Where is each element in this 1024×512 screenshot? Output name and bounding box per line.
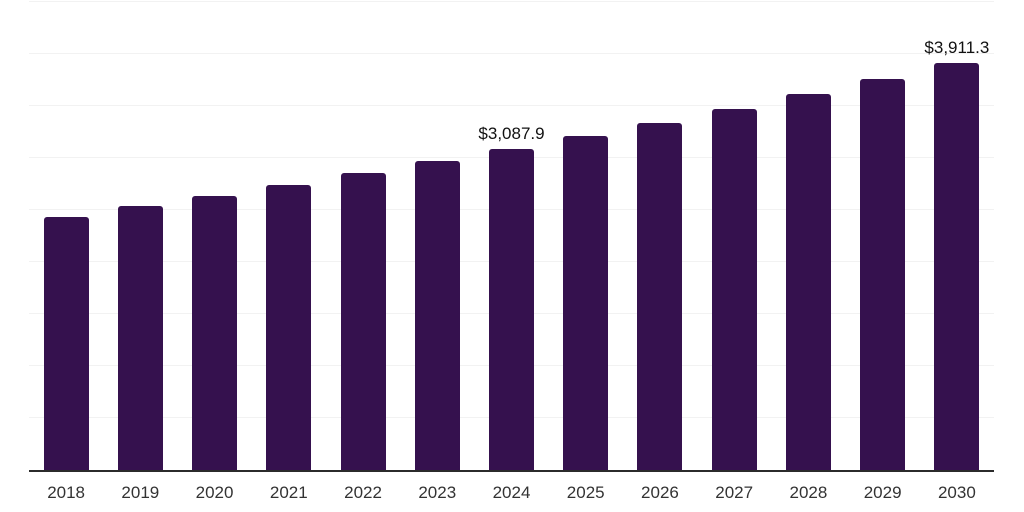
bar-2022 xyxy=(340,173,386,470)
bar-2025 xyxy=(563,135,609,470)
x-tick-label-2018: 2018 xyxy=(47,483,86,502)
gridline xyxy=(29,53,994,54)
x-tick-label-2023: 2023 xyxy=(418,483,457,502)
bar-2019 xyxy=(117,206,163,470)
bar-2028 xyxy=(785,94,831,470)
x-tick-label-2029: 2029 xyxy=(863,483,902,502)
bar-2027 xyxy=(711,108,757,470)
x-tick-label-2019: 2019 xyxy=(121,483,160,502)
gridline xyxy=(29,105,994,106)
bar-2030: $3,911.3 xyxy=(924,38,989,470)
x-tick-label-2027: 2027 xyxy=(715,483,754,502)
x-tick-label-2025: 2025 xyxy=(566,483,605,502)
x-tick-label-2028: 2028 xyxy=(789,483,828,502)
plot-area: $3,087.9 $3,911.3 xyxy=(29,1,994,472)
x-tick-label-2022: 2022 xyxy=(344,483,382,502)
bar-2023 xyxy=(414,161,460,470)
x-axis: 2018 2019 2020 2021 2022 2023 2024 2025 2026 2027… xyxy=(29,481,994,505)
x-tick-label-2026: 2026 xyxy=(641,483,679,502)
bar-2020 xyxy=(192,195,238,470)
gridline xyxy=(29,1,994,2)
x-tick-label-2021: 2021 xyxy=(269,483,308,502)
x-tick-label-2024: 2024 xyxy=(492,483,531,502)
x-tick-label-2020: 2020 xyxy=(195,483,234,502)
bar-2018 xyxy=(43,216,89,470)
bar-2024: $3,087.9 xyxy=(478,124,545,470)
bar-2029 xyxy=(860,78,906,470)
bar-2021 xyxy=(266,184,312,470)
bar-2026 xyxy=(637,122,683,470)
bar-value-label-2030: $3,911.3 xyxy=(924,38,990,58)
x-tick-label-2030: 2030 xyxy=(937,483,976,502)
bar-value-label-2024: $3,087.9 xyxy=(478,123,545,143)
